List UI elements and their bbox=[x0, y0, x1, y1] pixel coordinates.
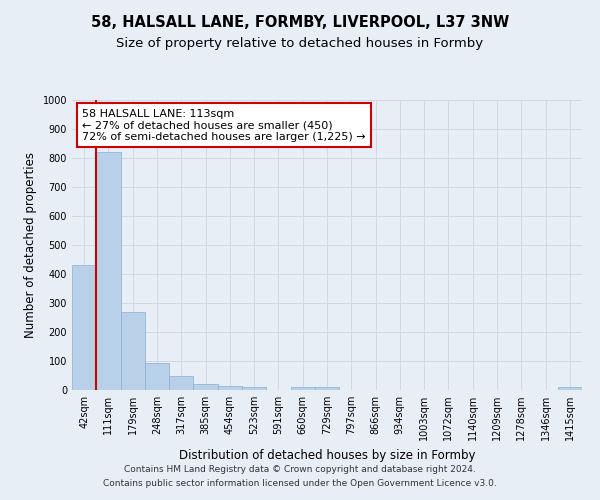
Bar bbox=[145, 363, 169, 390]
X-axis label: Distribution of detached houses by size in Formby: Distribution of detached houses by size … bbox=[179, 448, 475, 462]
Bar bbox=[169, 376, 193, 390]
Text: Contains HM Land Registry data © Crown copyright and database right 2024.
Contai: Contains HM Land Registry data © Crown c… bbox=[103, 466, 497, 487]
Y-axis label: Number of detached properties: Number of detached properties bbox=[24, 152, 37, 338]
Bar bbox=[242, 387, 266, 390]
Bar bbox=[290, 387, 315, 390]
Bar bbox=[193, 384, 218, 390]
Bar bbox=[72, 266, 96, 390]
Text: Size of property relative to detached houses in Formby: Size of property relative to detached ho… bbox=[116, 38, 484, 51]
Bar bbox=[218, 386, 242, 390]
Text: 58, HALSALL LANE, FORMBY, LIVERPOOL, L37 3NW: 58, HALSALL LANE, FORMBY, LIVERPOOL, L37… bbox=[91, 15, 509, 30]
Bar bbox=[96, 152, 121, 390]
Text: 58 HALSALL LANE: 113sqm
← 27% of detached houses are smaller (450)
72% of semi-d: 58 HALSALL LANE: 113sqm ← 27% of detache… bbox=[82, 108, 366, 142]
Bar bbox=[315, 387, 339, 390]
Bar bbox=[558, 387, 582, 390]
Bar bbox=[121, 312, 145, 390]
